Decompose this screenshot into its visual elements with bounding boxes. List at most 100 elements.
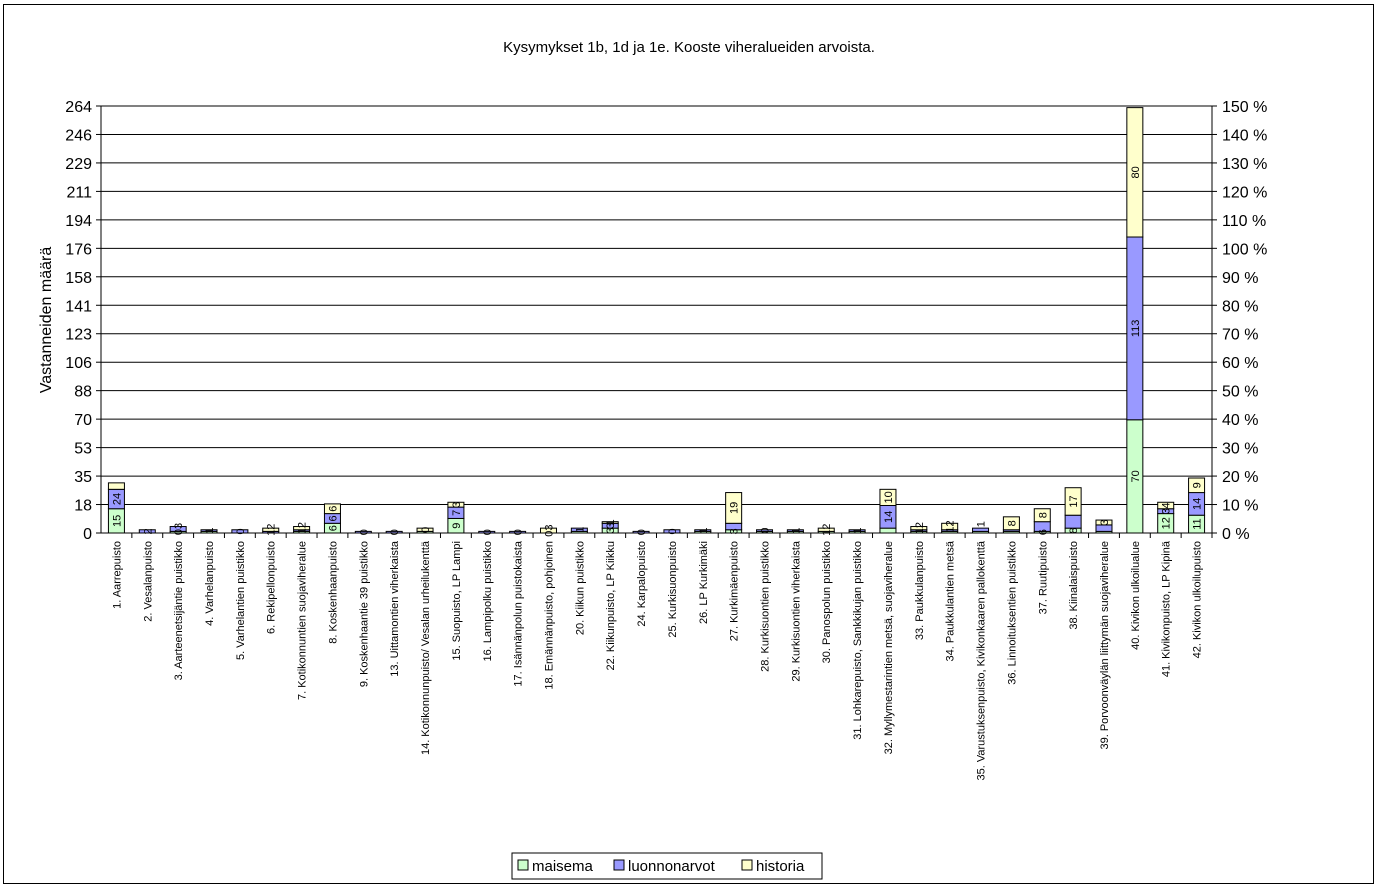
bar-luonnonarvot: [169, 526, 187, 532]
y-tick-label: 123: [65, 327, 92, 344]
bar-historia: [1188, 477, 1206, 494]
x-tick-label: 27. Kurkimäenpuisto: [729, 541, 741, 641]
bar-historia: [262, 527, 280, 532]
bar-historia: [1095, 519, 1113, 526]
x-tick-label: 40. Kivikon ulkoilualue: [1130, 541, 1142, 650]
data-label: 6: [327, 515, 339, 521]
x-tick-label: 41. Kivikonpuisto, LP Kipinä: [1161, 540, 1173, 677]
data-label: 0: [482, 529, 494, 535]
data-label: 3: [605, 523, 617, 529]
data-label: 1: [852, 528, 864, 534]
x-tick-label: 7. Kotikonnuntien suojaviheralue: [297, 541, 309, 700]
legend-label-maisema: maisema: [532, 858, 594, 875]
data-label: 1: [790, 528, 802, 534]
x-tick-label: 6. Rekipellonpuisto: [266, 541, 278, 634]
data-label: 12: [821, 524, 833, 536]
x-tick-label: 17. Isännänpolun puistokaista: [513, 540, 525, 686]
bar-historia: [293, 526, 311, 531]
data-label: 3: [1161, 508, 1173, 514]
x-tick-label: 2. Vesalanpuisto: [142, 541, 154, 622]
y-tick-label: 229: [65, 156, 92, 173]
y2-tick-label: 130 %: [1222, 156, 1267, 173]
x-tick-label: 25. Kurkisuonpuisto: [667, 541, 679, 638]
legend-swatch-maisema: [517, 859, 529, 871]
data-label: 113: [1130, 320, 1142, 338]
chart-frame: Kysymykset 1b, 1d ja 1e. Kooste viheralu…: [3, 4, 1374, 884]
y-tick-label: 176: [65, 241, 92, 258]
data-label: 11: [1192, 518, 1204, 529]
data-label: 3: [729, 528, 741, 534]
data-label: 14: [1192, 498, 1204, 510]
x-tick-label: 16. Lampipolku puistikko: [482, 541, 494, 661]
data-label: 0: [420, 527, 432, 533]
bar-historia: [879, 488, 897, 507]
data-label: 0: [513, 529, 525, 535]
y-tick-label: 141: [65, 298, 92, 315]
legend-label-historia: historia: [756, 858, 805, 875]
x-tick-label: 9. Koskenhaantie 39 puistikko: [358, 541, 370, 687]
y2-tick-label: 0 %: [1222, 526, 1250, 543]
data-label: 6: [327, 506, 339, 512]
bar-historia: [910, 526, 928, 531]
bar-luonnonarvot: [694, 529, 712, 532]
data-label: 03: [173, 523, 185, 535]
axes: [100, 106, 1213, 534]
x-tick-label: 13. Uittamontien viherkaista: [389, 540, 401, 677]
y2-tick-label: 50 %: [1222, 384, 1258, 401]
bar-luonnonarvot: [200, 529, 218, 532]
legend-swatch-luonnonarvot: [613, 859, 625, 871]
x-tick-label: 1. Aarrepuisto: [111, 541, 123, 609]
data-label: 19: [729, 502, 741, 514]
data-label: 9: [451, 523, 463, 529]
gridlines: [96, 105, 1217, 534]
x-tick-label: 28. Kurkisuontien puistikko: [760, 541, 772, 672]
bar-luonnonarvot: [848, 529, 866, 532]
data-label: 17: [1068, 495, 1080, 507]
y2-tick-label: 40 %: [1222, 412, 1258, 429]
x-axis-ticks: 1. Aarrepuisto 2. Vesalanpuisto 3. Aarteen…: [111, 533, 1213, 781]
data-label: 0: [667, 528, 679, 534]
x-tick-label: 34. Paukkulantien metsä: [945, 540, 957, 661]
x-tick-label: 37. Ruutipuisto: [1037, 541, 1049, 614]
data-label: 0: [389, 529, 401, 535]
data-label: 10: [883, 491, 895, 503]
y2-tick-label: 30 %: [1222, 441, 1258, 458]
bar-historia: [725, 492, 743, 524]
y-axis-ticks: 0 18 35 53 70 88 106 123 141 158 176 194 211 229 246 26…: [65, 99, 92, 543]
y2-axis-ticks: 0 % 10 % 20 % 30 % 40 % 50 % 60 % 70 % 80 % 90 % 1…: [1222, 99, 1267, 543]
data-label: 8: [1068, 528, 1080, 534]
data-label: 1: [698, 528, 710, 534]
x-tick-label: 3. Aarteenetsijäntie puistikko: [173, 541, 185, 680]
y-tick-label: 0: [83, 526, 92, 543]
data-label: 0: [760, 528, 772, 534]
bar-historia: [107, 482, 125, 490]
y2-tick-label: 70 %: [1222, 327, 1258, 344]
y-tick-label: 211: [66, 184, 92, 201]
x-tick-label: 31. Lohkarepuisto, Sankkikujan puistikko: [852, 541, 864, 740]
y-axis-label: Vastanneiden määrä: [38, 247, 55, 394]
data-label: 8: [1006, 520, 1018, 526]
x-tick-label: 14. Kotikonnunpuisto/ Vesalan urheiluken…: [420, 540, 432, 755]
y2-tick-label: 90 %: [1222, 270, 1258, 287]
data-label: 12: [1161, 517, 1173, 529]
y-tick-label: 106: [65, 355, 92, 372]
y-tick-label: 194: [65, 213, 92, 230]
bars: [107, 107, 1206, 534]
data-label: 12: [266, 524, 278, 536]
data-label: 0: [636, 529, 648, 535]
legend-swatch-historia: [741, 859, 753, 871]
chart-title: Kysymykset 1b, 1d ja 1e. Kooste viheralu…: [503, 39, 875, 56]
y-tick-label: 246: [65, 127, 92, 144]
data-label: 9: [1192, 482, 1204, 488]
bar-historia: [323, 503, 341, 515]
x-tick-label: 5. Varhelantien puistikko: [235, 541, 247, 660]
bar-historia: [941, 522, 959, 531]
x-tick-label: 4. Varhelanpuisto: [204, 541, 216, 626]
bar-luonnonarvot: [786, 529, 804, 532]
data-label: 0: [358, 529, 370, 535]
y2-tick-label: 100 %: [1222, 241, 1267, 258]
y2-tick-label: 110 %: [1222, 213, 1266, 230]
x-tick-label: 26. LP Kurkimäki: [698, 541, 710, 624]
y2-tick-label: 150 %: [1222, 99, 1267, 116]
